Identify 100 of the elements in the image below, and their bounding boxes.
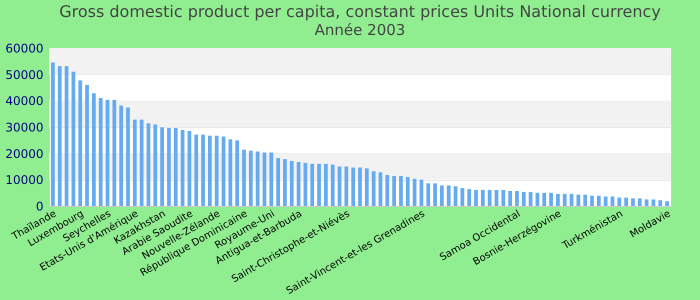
bar bbox=[174, 128, 178, 206]
bar bbox=[98, 98, 103, 206]
bar bbox=[372, 171, 376, 206]
bar bbox=[296, 162, 300, 206]
bar bbox=[248, 150, 253, 206]
bar bbox=[194, 134, 198, 206]
bar bbox=[528, 192, 532, 206]
bar bbox=[324, 164, 328, 206]
bar bbox=[652, 199, 656, 206]
y-tick-label: 50000 bbox=[5, 68, 44, 82]
bar bbox=[256, 151, 260, 206]
bar bbox=[310, 164, 314, 206]
bar bbox=[665, 201, 669, 206]
bar bbox=[631, 198, 635, 206]
bar bbox=[378, 172, 382, 206]
bar bbox=[488, 190, 492, 206]
bar bbox=[317, 164, 321, 206]
bar bbox=[235, 140, 240, 206]
bar bbox=[542, 192, 546, 206]
chart-subtitle: Année 2003 bbox=[314, 21, 406, 39]
bar bbox=[126, 108, 130, 206]
bar bbox=[140, 120, 144, 206]
bar bbox=[440, 185, 444, 206]
bar bbox=[72, 72, 76, 206]
bar bbox=[358, 168, 362, 206]
bar bbox=[180, 130, 184, 206]
bar bbox=[330, 164, 335, 206]
bar bbox=[51, 62, 55, 206]
bar bbox=[222, 136, 226, 206]
bar bbox=[276, 158, 280, 206]
bar bbox=[576, 194, 580, 206]
bar bbox=[290, 160, 294, 206]
bar bbox=[467, 189, 472, 206]
bar bbox=[596, 196, 601, 206]
bar bbox=[64, 66, 68, 206]
bar bbox=[262, 152, 266, 206]
bar bbox=[228, 139, 232, 206]
bar bbox=[624, 198, 628, 206]
bar bbox=[399, 176, 403, 206]
bar bbox=[201, 134, 205, 206]
bar bbox=[132, 120, 137, 206]
bar bbox=[644, 199, 648, 206]
bar bbox=[269, 152, 274, 206]
bar bbox=[392, 176, 396, 206]
bar bbox=[58, 66, 62, 206]
bar bbox=[85, 84, 89, 206]
bar bbox=[549, 192, 553, 206]
bar bbox=[146, 123, 150, 206]
bar bbox=[494, 190, 498, 206]
y-tick-label: 20000 bbox=[5, 146, 44, 161]
bar bbox=[214, 136, 219, 206]
bar bbox=[522, 192, 526, 206]
bar bbox=[242, 150, 246, 206]
bar bbox=[658, 200, 662, 206]
bar bbox=[112, 100, 116, 206]
bar bbox=[583, 194, 588, 206]
bar bbox=[590, 196, 594, 206]
bar bbox=[480, 190, 485, 206]
bar bbox=[556, 194, 560, 206]
bar bbox=[283, 159, 287, 206]
bar bbox=[338, 166, 342, 206]
bar bbox=[426, 183, 430, 206]
bar bbox=[92, 93, 96, 206]
bar bbox=[188, 130, 192, 206]
bar bbox=[153, 124, 158, 206]
bar bbox=[570, 194, 574, 206]
bar bbox=[433, 183, 437, 206]
y-tick-label: 30000 bbox=[5, 120, 44, 134]
bar bbox=[515, 190, 519, 206]
y-tick-label: 10000 bbox=[5, 173, 44, 188]
chart-title: Gross domestic product per capita, constant prices Units National currency bbox=[59, 2, 661, 21]
bar bbox=[160, 127, 164, 206]
y-tick-label: 40000 bbox=[5, 94, 44, 108]
bar bbox=[406, 177, 410, 206]
bar bbox=[638, 198, 642, 206]
bar bbox=[508, 190, 512, 206]
bar bbox=[412, 178, 416, 206]
bar bbox=[351, 168, 356, 206]
bar bbox=[106, 100, 110, 206]
bar bbox=[420, 180, 424, 206]
bar bbox=[364, 168, 369, 206]
bar bbox=[617, 198, 622, 206]
bar bbox=[536, 192, 540, 206]
bar bbox=[446, 185, 451, 206]
bar bbox=[562, 194, 567, 206]
bar bbox=[454, 186, 458, 206]
bar bbox=[501, 190, 506, 206]
y-tick-label: 60000 bbox=[5, 42, 44, 56]
bar bbox=[604, 196, 608, 206]
y-tick-label: 0 bbox=[36, 200, 44, 214]
bar bbox=[119, 106, 124, 206]
bar bbox=[208, 136, 212, 206]
bar bbox=[385, 174, 390, 206]
bar bbox=[460, 188, 464, 206]
bar bbox=[344, 166, 348, 206]
bar bbox=[610, 196, 614, 206]
bar bbox=[304, 162, 308, 206]
bar bbox=[474, 190, 478, 206]
bar bbox=[78, 80, 82, 206]
bar bbox=[167, 128, 171, 206]
